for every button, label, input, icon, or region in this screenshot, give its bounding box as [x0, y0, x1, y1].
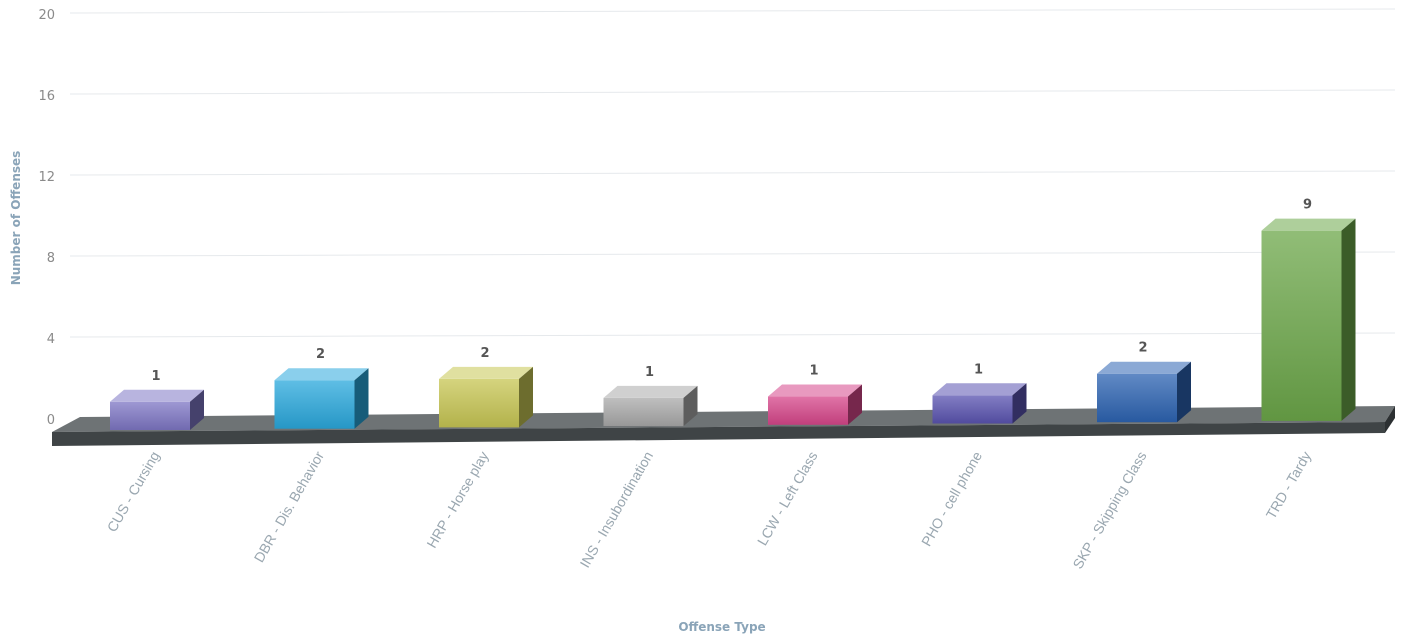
bar-side: [1012, 383, 1027, 424]
bar-side: [190, 389, 204, 430]
value-label: 1: [974, 362, 983, 377]
x-tick-label: SKP - Skipping Class: [1069, 449, 1149, 572]
bar-front: [274, 380, 355, 429]
bar-top: [932, 383, 1027, 396]
value-label: 1: [809, 364, 818, 379]
gridline: [69, 332, 1396, 338]
bar-side: [1341, 218, 1356, 421]
bar-skp: [1097, 361, 1191, 423]
bar-hrp: [439, 366, 533, 428]
value-label: 1: [151, 369, 160, 384]
bar-side: [354, 368, 369, 429]
x-tick-label: INS - Insubordination: [576, 449, 656, 571]
value-label: 2: [316, 347, 325, 362]
floor-front: [52, 422, 1385, 446]
floor-top: [52, 406, 1395, 432]
bar-side: [519, 366, 533, 428]
bar-front: [932, 395, 1013, 424]
floor-side: [1385, 406, 1395, 433]
gridlines: [69, 8, 1396, 338]
bar-front: [110, 401, 190, 430]
bar-trd: [1261, 218, 1356, 421]
y-tick-label: 0: [47, 413, 55, 428]
x-tick-label: HRP - Horse play: [423, 449, 491, 551]
bar-side: [683, 385, 698, 427]
bar-top: [1097, 361, 1191, 374]
bars: [110, 218, 1356, 430]
y-tick-label: 20: [38, 8, 55, 23]
bar-top: [1261, 218, 1356, 231]
value-label: 2: [1138, 341, 1147, 356]
x-tick-label: LCW - Left Class: [754, 449, 821, 549]
bar-pho: [932, 383, 1027, 424]
x-tick-label: DBR - Dis. Behavior: [251, 448, 328, 565]
gridline: [69, 8, 1396, 14]
bar-front: [1097, 373, 1177, 423]
y-axis-title: Number of Offenses: [9, 151, 23, 286]
bar-top: [274, 368, 369, 381]
y-tick-label: 4: [47, 332, 55, 347]
bar-front: [1261, 230, 1342, 421]
value-label: 1: [645, 365, 654, 380]
gridline: [69, 251, 1396, 257]
bar-front: [768, 396, 848, 425]
chart-floor: [52, 406, 1395, 446]
y-tick-label: 8: [47, 251, 55, 266]
value-labels: 1 2 2 1 1 1 2 9: [151, 198, 1312, 384]
value-label: 9: [1303, 198, 1312, 213]
bar-side: [1177, 361, 1191, 423]
x-tick-label: CUS - Cursing: [104, 449, 163, 535]
x-tick-label: TRD - Tardy: [1263, 449, 1314, 522]
x-axis-title: Offense Type: [678, 620, 765, 634]
bar-top: [768, 384, 862, 397]
value-label: 2: [480, 346, 489, 361]
x-axis-ticks: CUS - Cursing DBR - Dis. Behavior HRP - Ho…: [104, 448, 1314, 571]
gridline: [69, 170, 1396, 176]
y-tick-label: 16: [38, 89, 55, 104]
bar-lcw: [768, 384, 862, 425]
bar-dbr: [274, 368, 369, 429]
bar-top: [439, 366, 533, 379]
y-axis-ticks: 0 4 8 12 16 20: [38, 8, 55, 428]
bar-front: [439, 378, 519, 428]
bar-top: [603, 385, 698, 398]
gridline: [69, 89, 1396, 95]
bar-side: [848, 384, 862, 425]
bar-ins: [603, 385, 698, 427]
bar-front: [603, 397, 684, 427]
bar-cus: [110, 389, 204, 430]
x-tick-label: PHO - cell phone: [918, 448, 985, 549]
y-tick-label: 12: [38, 170, 55, 185]
bar-top: [110, 389, 204, 402]
